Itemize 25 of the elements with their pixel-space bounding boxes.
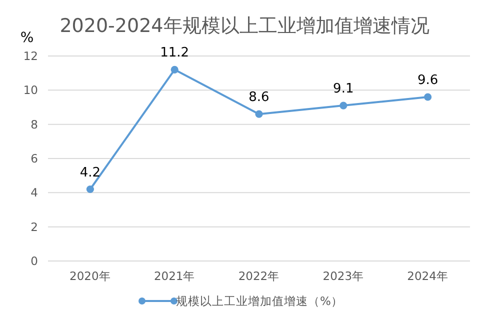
point: [340, 102, 348, 110]
point: [170, 66, 178, 74]
y-tick-label: 4: [30, 186, 38, 200]
x-tick-label: 2021年: [154, 269, 196, 283]
y-tick-label: 10: [23, 83, 38, 98]
data-label: 9.6: [417, 73, 438, 88]
y-tick-label: 2: [30, 220, 38, 234]
y-axis-title: %: [20, 30, 34, 46]
point: [86, 185, 94, 194]
x-tick-label: 2022年: [238, 269, 280, 283]
x-tick-label: 2024年: [407, 269, 448, 283]
data-label: 9.1: [333, 82, 354, 97]
data-label: 4.2: [80, 165, 101, 180]
chart-title: 2020-2024年规模以上工业增加值增速情况: [60, 15, 430, 37]
point: [424, 93, 432, 101]
point: [255, 110, 263, 118]
y-tick-label: 6: [30, 152, 38, 166]
x-tick-label: 2023年: [322, 269, 364, 283]
data-label: 11.2: [160, 46, 190, 61]
x-tick-label: 2020年: [70, 269, 111, 283]
data-label: 8.6: [248, 90, 270, 106]
y-tick-label: 8: [30, 117, 38, 132]
legend-label: 规模以上工业增加值增速（%）: [176, 294, 343, 308]
y-tick-label: 0: [30, 254, 38, 268]
y-tick-label: 12: [23, 49, 38, 63]
